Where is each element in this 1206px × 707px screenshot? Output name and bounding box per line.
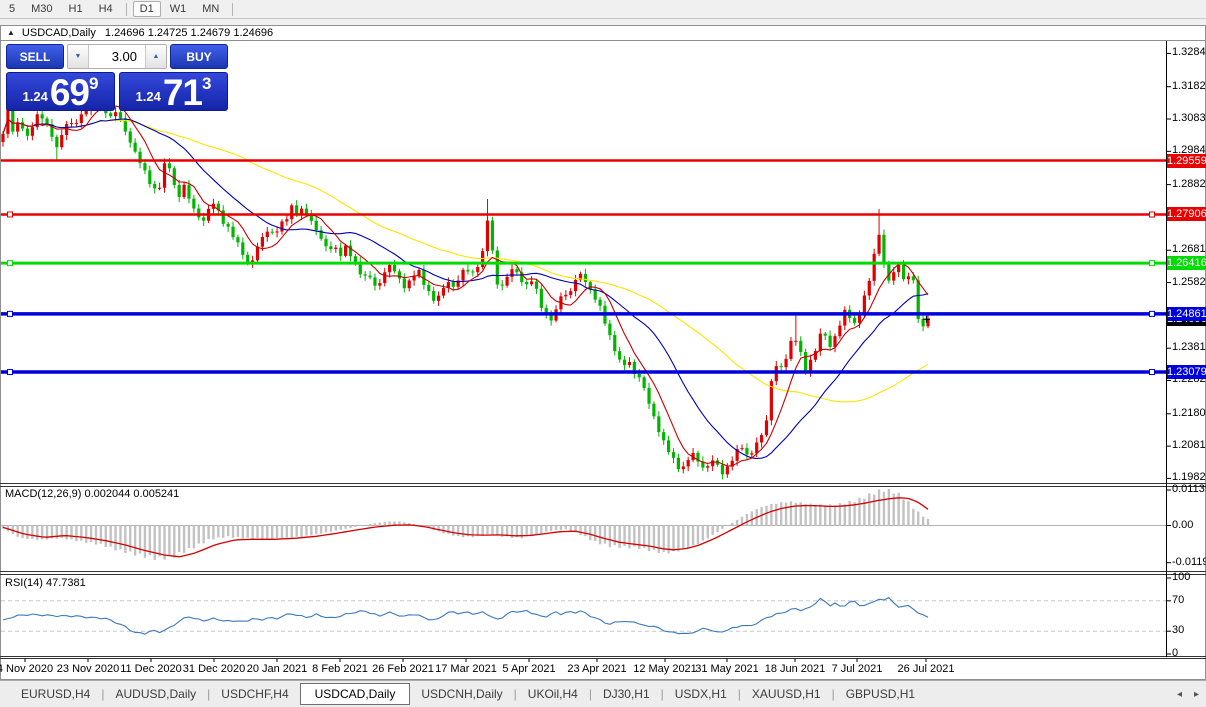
- tab-separator: |: [513, 687, 517, 701]
- chart-tab-xauusd[interactable]: XAUUSD,H1: [751, 687, 821, 701]
- collapse-panel-icon[interactable]: ▲: [7, 28, 15, 37]
- rsi-line: [2, 596, 929, 635]
- buy-price-display[interactable]: 1.24 71 3: [119, 72, 228, 111]
- buy-price-pips: 71: [162, 72, 203, 113]
- chart-tab-dj30[interactable]: DJ30,H1: [602, 687, 650, 701]
- timeframe-button-mn[interactable]: MN: [195, 1, 226, 17]
- timeframe-button-w1[interactable]: W1: [163, 1, 194, 17]
- chart-tab-eurusd[interactable]: EURUSD,H4: [21, 687, 91, 701]
- fast-ma: [2, 105, 929, 467]
- tab-scroll-buttons: ◂ ▸: [1175, 681, 1201, 707]
- line-handle: [7, 260, 13, 267]
- timeframe-button-5[interactable]: 5: [2, 1, 22, 17]
- tab-separator: |: [101, 687, 105, 701]
- line-handle: [7, 369, 13, 376]
- buy-price-point: 3: [202, 74, 212, 93]
- sell-button[interactable]: SELL: [6, 44, 64, 69]
- line-handle: [7, 310, 13, 317]
- volume-decrease-icon[interactable]: ▼: [68, 45, 89, 68]
- one-click-trading-panel: SELL ▼ ▲ BUY 1.24 69 9 1.24 71 3: [6, 44, 228, 111]
- volume-input[interactable]: [89, 48, 145, 65]
- toolbar-separator: [125, 2, 127, 16]
- chart-tab-usdcad[interactable]: USDCAD,Daily: [299, 683, 411, 705]
- chart-tab-usdcnh[interactable]: USDCNH,Daily: [421, 687, 503, 701]
- tab-separator: |: [588, 687, 592, 701]
- macd-signal-line: [2, 497, 929, 558]
- chart-tab-audusd[interactable]: AUDUSD,Daily: [115, 687, 197, 701]
- buy-button[interactable]: BUY: [170, 44, 228, 69]
- timeframe-button-h1[interactable]: H1: [62, 1, 90, 17]
- tab-separator: |: [737, 687, 741, 701]
- chart-tab-usdx[interactable]: USDX,H1: [674, 687, 727, 701]
- tab-separator: |: [207, 687, 211, 701]
- chart-tab-ukoil[interactable]: UKOil,H4: [527, 687, 578, 701]
- timeframe-button-d1[interactable]: D1: [132, 1, 161, 17]
- sell-price-display[interactable]: 1.24 69 9: [6, 72, 115, 111]
- line-handle: [1149, 369, 1155, 376]
- sell-price-pips: 69: [49, 72, 90, 113]
- chart-ohlc-values: 1.24696 1.24725 1.24679 1.24696: [104, 26, 274, 39]
- toolbar-separator: [232, 2, 234, 16]
- slow-ma: [2, 118, 929, 403]
- medium-ma: [2, 118, 929, 459]
- sell-price-prefix: 1.24: [22, 89, 48, 104]
- chart-window[interactable]: [0, 25, 1206, 680]
- chart-header: ▲ USDCAD,Daily 1.24696 1.24725 1.24679 1…: [0, 25, 1206, 40]
- tab-scroll-left-icon[interactable]: ◂: [1176, 689, 1182, 700]
- chart-tab-gbpusd[interactable]: GBPUSD,H1: [845, 687, 916, 701]
- tab-separator: |: [660, 687, 664, 701]
- line-handle: [1149, 310, 1155, 317]
- line-handle: [1149, 211, 1155, 218]
- chart-title: USDCAD,Daily: [21, 26, 96, 39]
- timeframe-toolbar: 5 M30 H1 H4 D1 W1 MN: [0, 0, 1206, 19]
- volume-increase-icon[interactable]: ▲: [145, 45, 166, 68]
- timeframe-button-m30[interactable]: M30: [24, 1, 59, 17]
- timeframe-button-h4[interactable]: H4: [92, 1, 120, 17]
- sell-price-point: 9: [89, 74, 99, 93]
- line-handle: [1149, 260, 1155, 267]
- tab-scroll-right-icon[interactable]: ▸: [1193, 689, 1199, 700]
- chart-tab-usdchf[interactable]: USDCHF,H4: [221, 687, 289, 701]
- tab-separator: |: [831, 687, 835, 701]
- chart-tabs-bar: EURUSD,H4 | AUDUSD,Daily | USDCHF,H4 USDCAD,D…: [0, 680, 1206, 707]
- line-handle: [7, 211, 13, 218]
- buy-price-prefix: 1.24: [135, 89, 161, 104]
- volume-stepper: ▼ ▲: [67, 44, 167, 69]
